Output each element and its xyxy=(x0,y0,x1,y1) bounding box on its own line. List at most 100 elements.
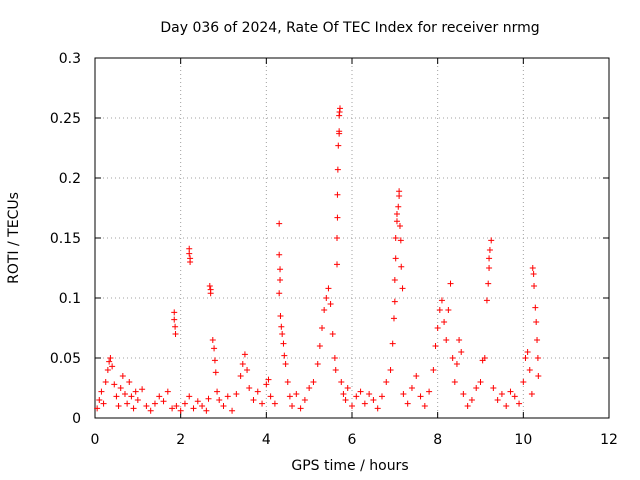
data-point xyxy=(284,379,291,385)
data-point xyxy=(102,379,109,385)
data-point xyxy=(340,391,347,397)
data-point xyxy=(186,393,193,400)
data-point xyxy=(186,250,193,257)
data-point xyxy=(128,393,135,400)
data-point xyxy=(173,403,180,409)
data-point xyxy=(485,280,492,287)
data-point xyxy=(293,391,300,397)
data-point xyxy=(172,331,179,337)
y-tick-label: 0.05 xyxy=(50,351,81,367)
data-point xyxy=(334,214,341,221)
data-point xyxy=(172,323,179,330)
data-point xyxy=(104,367,111,373)
x-tick-label: 2 xyxy=(176,432,185,448)
data-point xyxy=(139,386,146,393)
data-point xyxy=(522,355,529,361)
data-point xyxy=(456,337,463,343)
data-point xyxy=(334,235,341,241)
data-point xyxy=(96,397,103,403)
data-point xyxy=(349,403,355,409)
data-point xyxy=(205,395,212,402)
data-point xyxy=(187,259,194,265)
data-point xyxy=(353,393,360,400)
data-point xyxy=(206,283,213,289)
y-tick-label: 0.1 xyxy=(59,291,81,307)
data-point xyxy=(378,393,385,400)
data-point xyxy=(486,255,493,262)
data-point xyxy=(143,403,150,409)
data-point xyxy=(211,357,218,364)
data-point xyxy=(413,373,420,379)
data-point xyxy=(432,343,439,349)
data-point xyxy=(526,367,533,373)
data-point xyxy=(441,319,448,325)
data-point xyxy=(460,391,467,397)
y-tick-label: 0.25 xyxy=(50,111,81,127)
y-tick-label: 0 xyxy=(72,411,81,427)
gridlines xyxy=(95,58,609,418)
data-point xyxy=(468,397,475,403)
data-point xyxy=(342,397,349,403)
data-point xyxy=(334,166,341,173)
data-point xyxy=(533,319,540,325)
data-point xyxy=(241,351,248,358)
data-point xyxy=(327,301,334,307)
data-point xyxy=(498,391,505,397)
data-point xyxy=(316,343,323,349)
data-point xyxy=(171,316,178,323)
data-point xyxy=(426,388,433,395)
data-point xyxy=(389,340,396,347)
data-point xyxy=(263,381,270,388)
data-point xyxy=(334,191,341,198)
data-point xyxy=(453,361,460,367)
data-point xyxy=(151,400,158,407)
data-point xyxy=(276,290,283,297)
data-point xyxy=(278,323,285,330)
data-point xyxy=(421,403,428,409)
data-point xyxy=(169,405,176,412)
data-point xyxy=(451,379,458,385)
data-point xyxy=(119,373,126,379)
data-point xyxy=(130,405,137,412)
data-point xyxy=(265,376,272,383)
x-tick-label: 10 xyxy=(514,432,532,448)
data-point xyxy=(417,393,424,400)
data-point xyxy=(338,379,345,385)
data-point xyxy=(391,298,398,305)
data-point xyxy=(109,363,116,370)
data-point xyxy=(445,307,452,313)
data-point xyxy=(164,388,171,395)
data-point xyxy=(395,203,402,210)
data-point xyxy=(392,235,399,241)
data-point xyxy=(310,379,317,385)
data-point xyxy=(323,295,330,301)
data-point xyxy=(279,331,286,337)
data-point xyxy=(390,315,397,322)
data-point xyxy=(220,403,227,409)
data-point xyxy=(277,277,284,283)
data-point xyxy=(391,277,398,283)
data-point xyxy=(207,290,214,297)
data-points xyxy=(94,105,542,414)
data-point xyxy=(481,355,488,361)
data-point xyxy=(503,403,510,409)
data-point xyxy=(267,393,274,400)
data-point xyxy=(490,385,497,391)
x-tick-label: 6 xyxy=(348,432,357,448)
data-point xyxy=(483,297,490,304)
x-tick-label: 4 xyxy=(262,432,271,448)
data-point xyxy=(486,247,493,253)
data-point xyxy=(398,263,405,270)
data-point xyxy=(280,340,287,347)
data-point xyxy=(94,405,101,412)
data-point xyxy=(113,393,120,400)
axis-ticks: 0 2 4 6 8 10 12 0 0.05 0.1 0.15 0.2 0.25 0.3 xyxy=(50,51,618,448)
data-point xyxy=(396,188,403,195)
data-point xyxy=(121,391,128,397)
data-point xyxy=(396,223,403,229)
data-point xyxy=(458,349,465,355)
data-point xyxy=(449,355,456,361)
data-point xyxy=(447,280,454,287)
data-point xyxy=(344,385,351,391)
data-point xyxy=(115,403,122,409)
